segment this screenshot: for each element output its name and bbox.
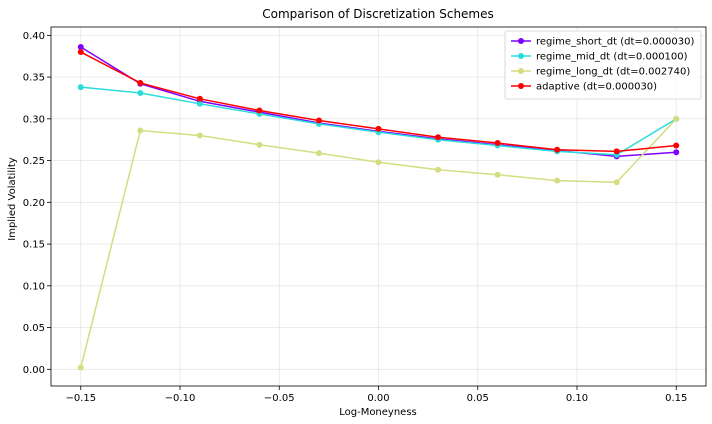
- data-point: [137, 89, 144, 96]
- legend-frame: [504, 30, 702, 100]
- data-point: [196, 100, 203, 107]
- data-point: [375, 159, 382, 166]
- legend-item: regime_mid_dt (dt=0.000100): [511, 52, 688, 63]
- data-point: [315, 150, 322, 157]
- y-tick-label: 0.15: [23, 240, 45, 251]
- data-point: [435, 134, 442, 141]
- y-tick-label: 0.10: [23, 281, 45, 292]
- x-tick-label: 0.10: [566, 393, 588, 404]
- legend: regime_short_dt (dt=0.000030) regime_mid_…: [504, 30, 702, 100]
- legend-swatch-marker: [518, 53, 524, 59]
- data-point: [554, 146, 561, 153]
- x-tick-label: −0.05: [264, 393, 295, 404]
- y-tick-label: 0.00: [23, 365, 45, 376]
- data-point: [673, 149, 680, 156]
- data-point: [494, 171, 501, 178]
- data-point: [673, 142, 680, 149]
- series-3: [77, 49, 680, 155]
- legend-label: regime_long_dt (dt=0.002740): [536, 67, 690, 78]
- data-point: [196, 95, 203, 102]
- y-tick-label: 0.40: [23, 31, 45, 42]
- x-tick-label: −0.10: [165, 393, 196, 404]
- x-tick-label: 0.05: [467, 393, 489, 404]
- y-tick-label: 0.35: [23, 73, 45, 84]
- data-point: [613, 148, 620, 155]
- data-point: [196, 132, 203, 139]
- data-point: [77, 84, 84, 91]
- data-point: [613, 179, 620, 186]
- data-point: [256, 107, 263, 114]
- series-layer: [77, 44, 680, 371]
- grid: [51, 27, 706, 386]
- x-tick-label: 0.15: [665, 393, 687, 404]
- data-point: [77, 49, 84, 56]
- data-point: [315, 117, 322, 124]
- data-point: [554, 177, 561, 184]
- y-tick-label: 0.30: [23, 114, 45, 125]
- legend-swatch-marker: [518, 68, 524, 74]
- x-axis-label: Log-Moneyness: [339, 407, 417, 418]
- legend-item: regime_short_dt (dt=0.000030): [511, 37, 694, 48]
- legend-label: regime_mid_dt (dt=0.000100): [536, 52, 688, 63]
- legend-label: regime_short_dt (dt=0.000030): [536, 37, 694, 48]
- data-point: [77, 364, 84, 371]
- x-tick-label: −0.15: [65, 393, 96, 404]
- data-point: [77, 44, 84, 51]
- data-point: [435, 166, 442, 173]
- legend-item: regime_long_dt (dt=0.002740): [511, 67, 690, 78]
- x-tick-label: 0.00: [367, 393, 389, 404]
- data-point: [256, 141, 263, 148]
- legend-swatch-marker: [518, 38, 524, 44]
- x-axis: −0.15 −0.10 −0.05 0.00 0.05 0.10 0.15: [65, 386, 687, 404]
- data-point: [375, 125, 382, 132]
- y-tick-label: 0.05: [23, 323, 45, 334]
- series-2: [77, 115, 680, 371]
- legend-item: adaptive (dt=0.000030): [511, 82, 657, 93]
- y-tick-label: 0.25: [23, 156, 45, 167]
- y-axis-label: Implied Volatility: [7, 157, 18, 241]
- data-point: [137, 79, 144, 86]
- data-point: [137, 127, 144, 134]
- chart-title: Comparison of Discretization Schemes: [262, 7, 494, 21]
- legend-label: adaptive (dt=0.000030): [536, 82, 657, 93]
- legend-swatch-marker: [518, 83, 524, 89]
- data-point: [494, 140, 501, 147]
- data-point: [673, 115, 680, 122]
- y-axis: 0.00 0.05 0.10 0.15 0.20 0.25 0.30 0.35 0.40: [23, 31, 51, 376]
- y-tick-label: 0.20: [23, 198, 45, 209]
